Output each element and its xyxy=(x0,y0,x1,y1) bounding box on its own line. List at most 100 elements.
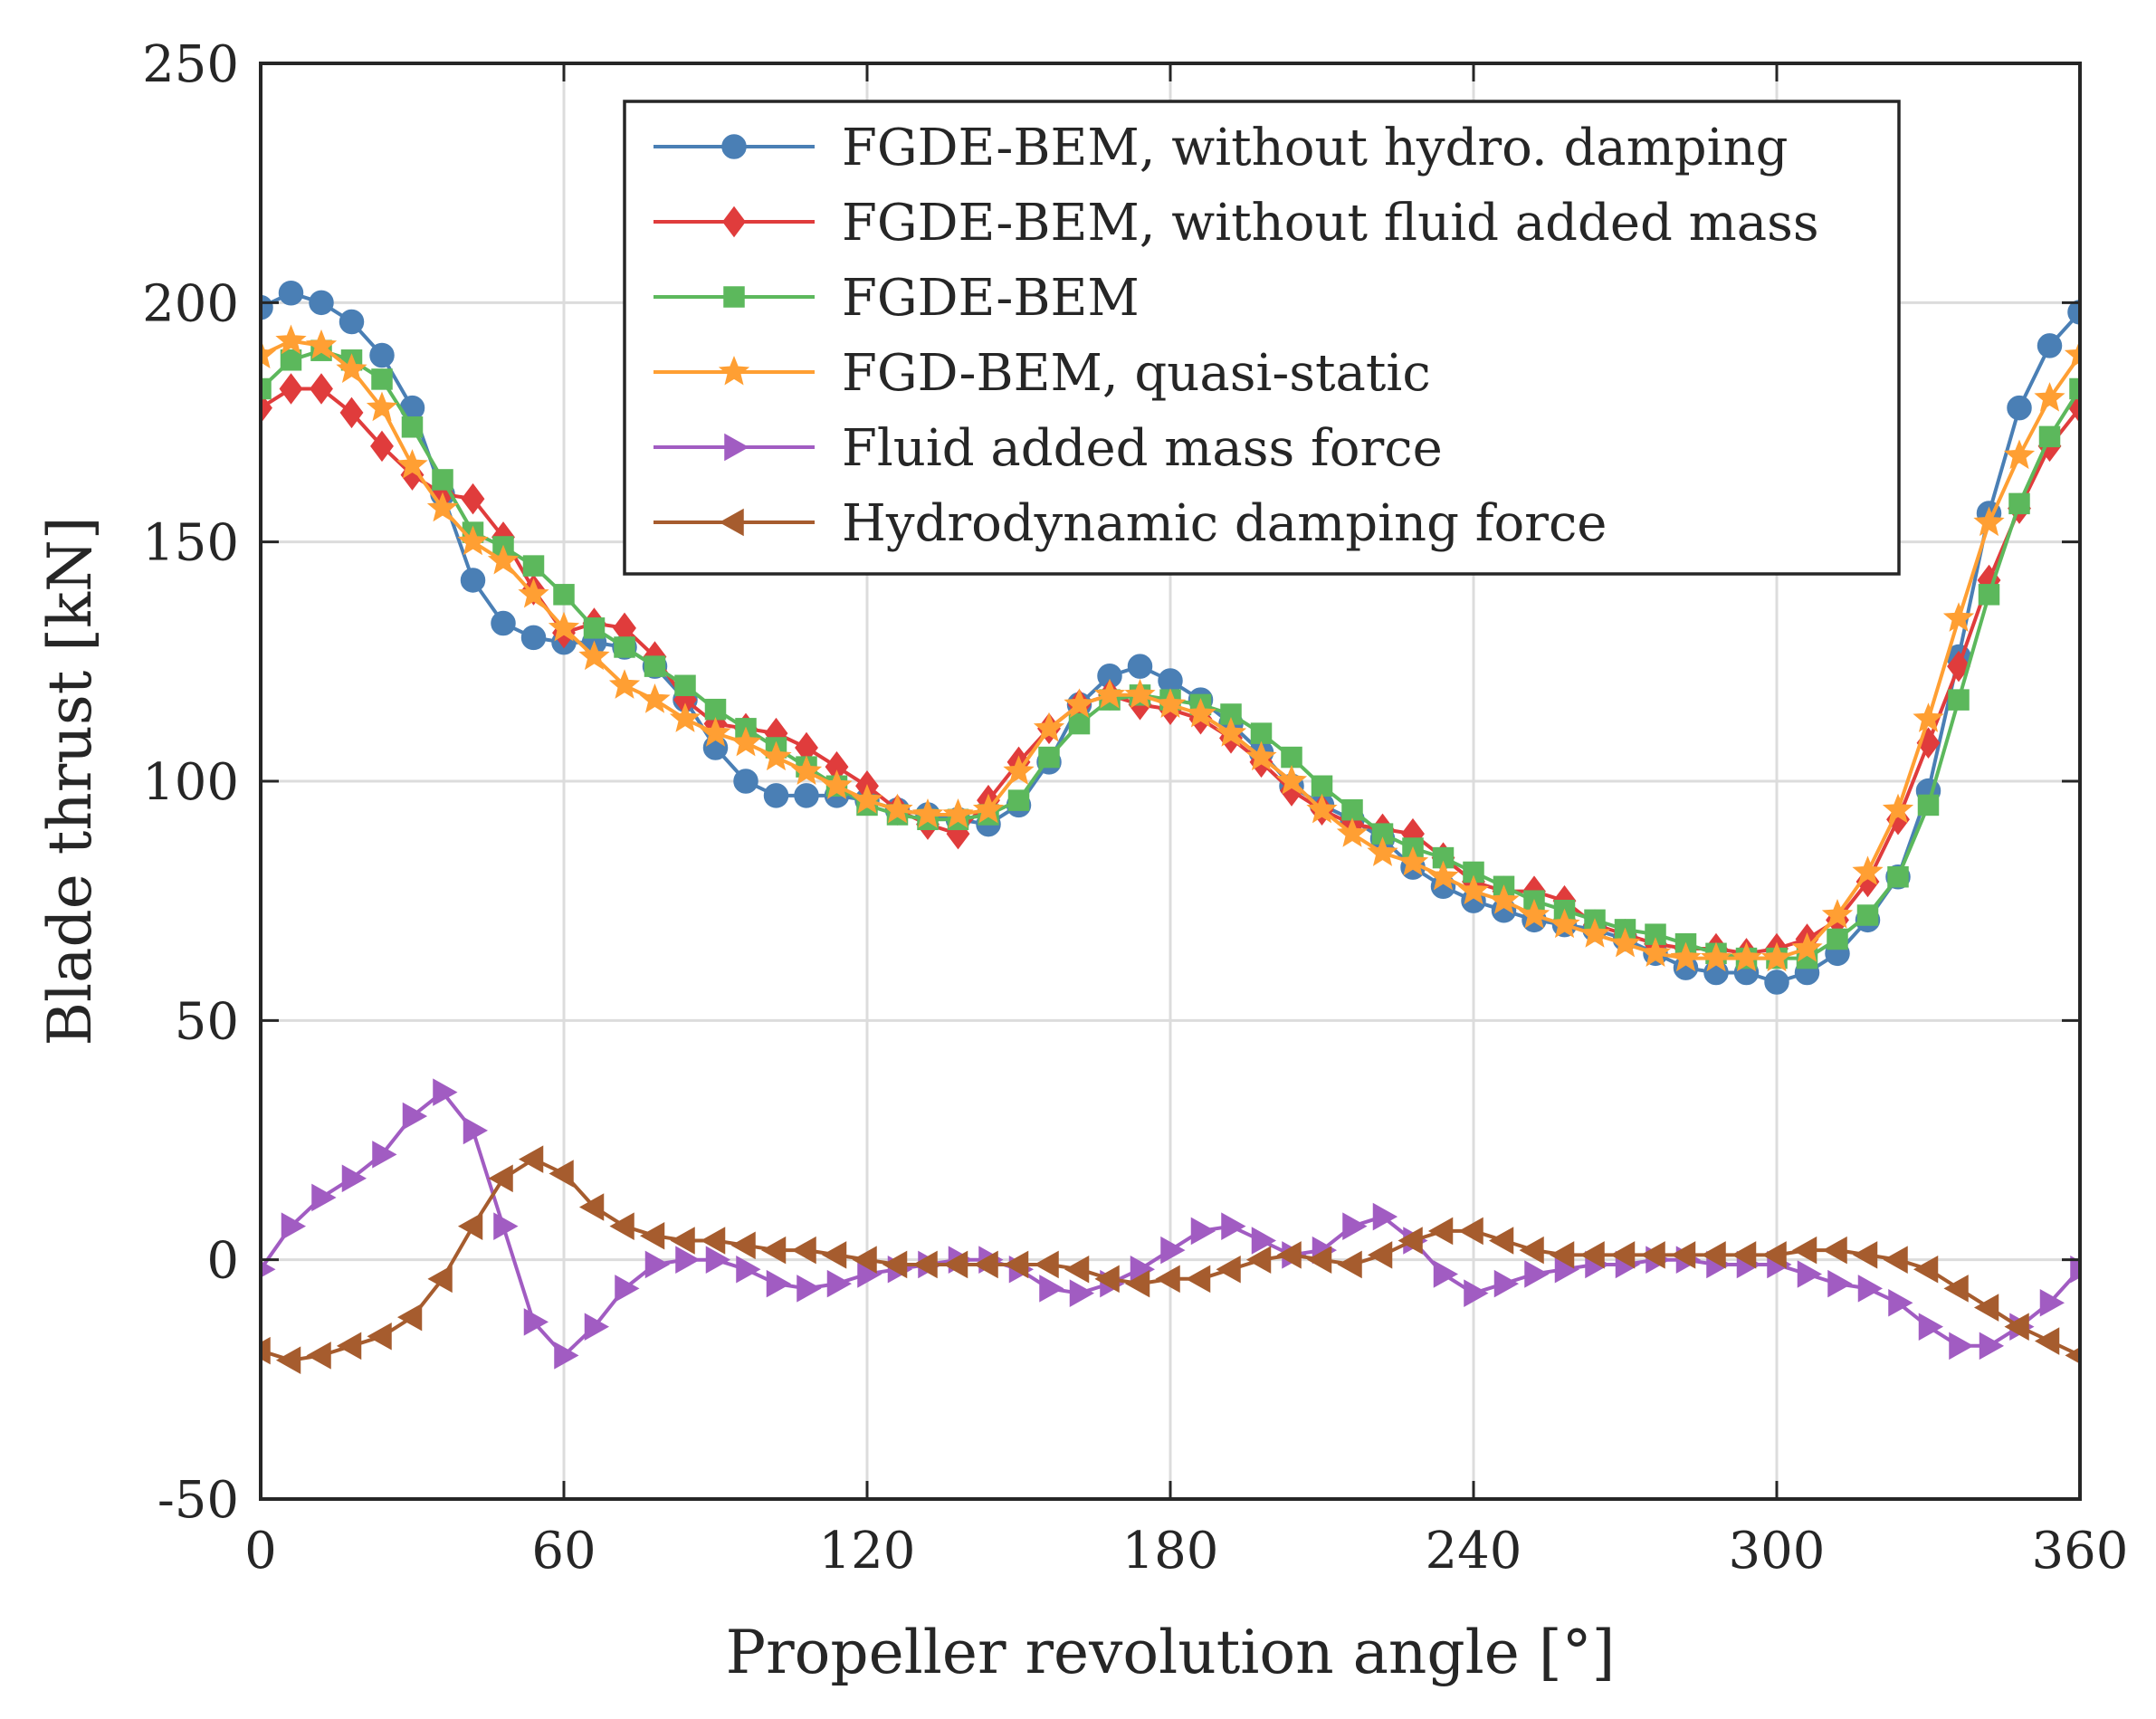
data-point xyxy=(851,784,883,814)
data-point xyxy=(1457,874,1490,905)
data-point xyxy=(1973,1294,1999,1322)
data-point xyxy=(493,1212,519,1240)
data-point xyxy=(1524,1260,1550,1288)
data-point xyxy=(1822,1236,1847,1265)
data-point xyxy=(278,281,304,306)
data-point xyxy=(1033,711,1065,742)
data-point xyxy=(705,1246,731,1274)
data-point xyxy=(578,640,610,671)
data-point xyxy=(1948,689,1970,711)
data-point xyxy=(339,396,364,429)
data-point xyxy=(1398,1227,1423,1255)
data-point xyxy=(1251,1227,1277,1255)
data-point xyxy=(2064,339,2080,369)
data-point xyxy=(275,324,307,355)
data-point xyxy=(1306,793,1338,824)
data-point xyxy=(578,1193,605,1221)
y-tick-label: 100 xyxy=(142,753,239,812)
data-point xyxy=(523,1308,549,1336)
x-tick-label: 60 xyxy=(531,1522,596,1581)
data-point xyxy=(548,611,580,642)
legend-swatch-marker xyxy=(722,205,746,238)
x-tick-label: 180 xyxy=(1122,1522,1219,1581)
data-point xyxy=(644,655,666,677)
data-point xyxy=(369,342,395,368)
data-point xyxy=(1185,697,1216,728)
data-point xyxy=(1609,927,1641,958)
data-point xyxy=(1857,1275,1884,1303)
legend-entry: FGD-BEM, quasi-static xyxy=(653,344,1431,403)
data-point xyxy=(1367,836,1398,866)
data-point xyxy=(1917,794,1940,817)
data-point xyxy=(826,1269,853,1298)
data-point xyxy=(1882,793,1914,824)
legend-label: Hydrodynamic damping force xyxy=(842,494,1607,553)
y-tick-label: 50 xyxy=(175,992,239,1051)
data-point xyxy=(1124,1269,1150,1298)
data-point xyxy=(1918,1313,1944,1341)
data-point xyxy=(402,1102,428,1131)
data-point xyxy=(609,1212,634,1240)
data-point xyxy=(614,636,635,658)
data-point xyxy=(1791,1236,1817,1265)
data-point xyxy=(1549,908,1580,939)
data-point xyxy=(370,430,394,463)
data-point xyxy=(305,329,338,359)
data-point xyxy=(1003,755,1035,786)
x-tick-label: 360 xyxy=(2032,1522,2129,1581)
legend-entry: FGDE-BEM, without hydro. damping xyxy=(653,119,1788,177)
data-point xyxy=(341,1164,367,1193)
data-point xyxy=(1856,904,1879,926)
data-point xyxy=(1064,1255,1090,1284)
data-point xyxy=(1275,764,1308,795)
data-point xyxy=(1670,941,1702,972)
data-point xyxy=(675,1246,701,1274)
data-point xyxy=(306,1342,331,1370)
legend-label: FGDE-BEM, without fluid added mass xyxy=(842,194,1819,253)
data-point xyxy=(1764,969,1789,995)
data-point xyxy=(432,469,453,491)
data-point xyxy=(1215,717,1247,747)
data-point xyxy=(1342,1212,1368,1240)
data-point xyxy=(2070,1255,2080,1284)
data-point xyxy=(730,726,762,757)
data-point xyxy=(460,568,486,593)
data-point xyxy=(1488,1227,1514,1255)
data-point xyxy=(1464,1279,1489,1307)
data-point xyxy=(1731,1241,1757,1269)
data-point xyxy=(1943,1275,1969,1303)
series-6 xyxy=(261,1145,2080,1374)
data-point xyxy=(339,309,365,335)
data-point xyxy=(1913,702,1944,732)
data-point xyxy=(669,702,701,732)
data-point xyxy=(942,797,974,828)
data-point xyxy=(1433,1260,1459,1288)
data-point xyxy=(973,1250,998,1279)
data-point xyxy=(1306,1246,1332,1274)
data-point xyxy=(279,373,303,405)
data-point xyxy=(2004,1313,2029,1341)
legend-entry: FGDE-BEM, without fluid added mass xyxy=(653,194,1819,253)
data-point xyxy=(401,416,424,438)
data-point xyxy=(736,1255,761,1284)
data-point xyxy=(1458,1217,1483,1246)
y-tick-labels: -50 0 50 100 150 200 250 xyxy=(142,35,239,1530)
data-point xyxy=(1427,860,1459,891)
data-point xyxy=(2039,1288,2065,1317)
data-point xyxy=(2038,425,2061,448)
data-point xyxy=(457,525,489,556)
data-point xyxy=(522,555,545,577)
legend-label: Fluid added mass force xyxy=(842,419,1443,478)
data-point xyxy=(1827,1269,1853,1298)
data-point xyxy=(882,793,913,824)
data-point xyxy=(1797,1260,1823,1288)
data-point xyxy=(794,783,819,808)
data-point xyxy=(261,392,272,424)
data-point xyxy=(1276,1241,1302,1269)
data-point xyxy=(1888,1288,1913,1317)
data-point xyxy=(310,373,333,405)
data-point xyxy=(281,1212,307,1240)
data-point xyxy=(336,1332,362,1361)
data-point xyxy=(372,1141,397,1169)
data-point xyxy=(1640,1241,1665,1269)
